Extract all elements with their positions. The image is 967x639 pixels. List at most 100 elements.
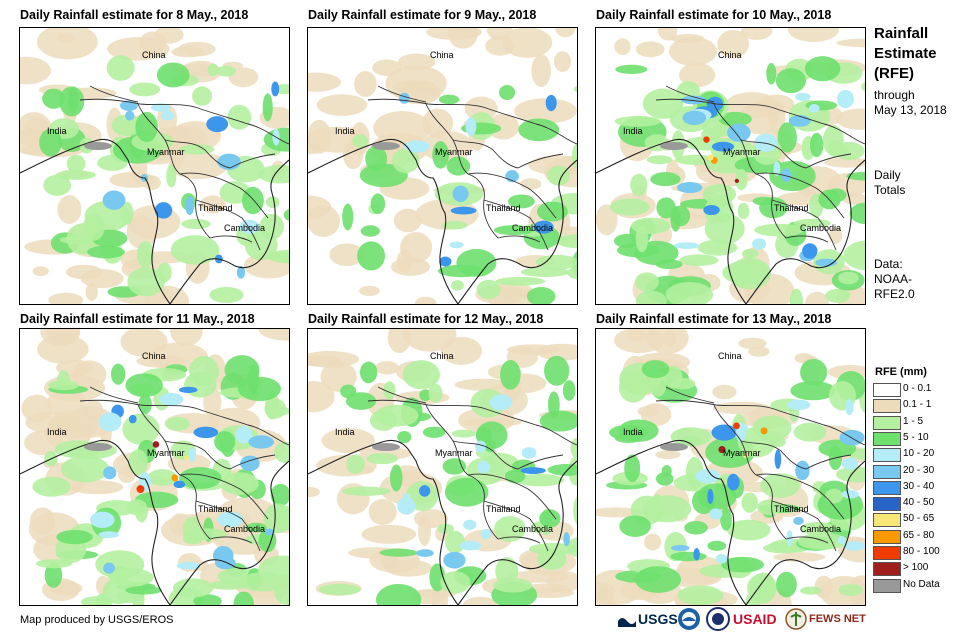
rainfall-patch-moderate bbox=[665, 281, 714, 304]
rainfall-patch-moderate bbox=[760, 473, 800, 498]
rainfall-patch-moderate bbox=[87, 245, 125, 259]
rainfall-patch-moderate bbox=[675, 154, 717, 165]
rainfall-patch-moderate bbox=[518, 118, 560, 142]
rainfall-patch-moderate bbox=[793, 422, 827, 442]
rainfall-patch-moderate bbox=[790, 380, 836, 401]
country-label-cambodia: Cambodia bbox=[512, 524, 554, 534]
rainfall-patch-heavy bbox=[703, 204, 720, 216]
rainfall-hotspot bbox=[718, 445, 726, 454]
rainfall-patch-moderate bbox=[451, 429, 476, 438]
rainfall-patch-moderate bbox=[68, 86, 79, 113]
rainfall-patch-heavy bbox=[693, 548, 700, 561]
rainfall-patch-moderate bbox=[670, 427, 712, 447]
country-border bbox=[483, 199, 549, 251]
map-credit: Map produced by USGS/EROS bbox=[20, 614, 174, 626]
rainfall-patch-moderate bbox=[616, 243, 660, 258]
rainfall-patch-light bbox=[83, 399, 104, 421]
rainfall-patch-moderate bbox=[220, 472, 259, 496]
rainfall-patch-moderate bbox=[360, 225, 380, 237]
panel-title-4: Daily Rainfall estimate for 11 May., 201… bbox=[20, 312, 255, 326]
rainfall-patch-moderate bbox=[126, 499, 147, 516]
country-border bbox=[195, 199, 261, 251]
rainfall-patch-light bbox=[80, 268, 124, 289]
rainfall-patch-moderate bbox=[619, 515, 651, 537]
through-label: through bbox=[874, 88, 915, 102]
rainfall-patch-moderate bbox=[671, 205, 691, 227]
rainfall-patch-moderate bbox=[526, 287, 556, 304]
rainfall-patch-moderate bbox=[43, 174, 72, 196]
rainfall-patch-moderate bbox=[837, 271, 859, 285]
rainfall-patch-moderate bbox=[539, 410, 577, 432]
country-border bbox=[497, 536, 541, 544]
rainfall-patch-moderate bbox=[170, 235, 220, 265]
rainfall-patch-moderate bbox=[573, 496, 577, 525]
rainfall-patch-moderate bbox=[375, 404, 419, 427]
rainfall-patch-light bbox=[555, 28, 576, 38]
rainfall-patch-moderate bbox=[450, 280, 464, 291]
rainfall-patch-heavy bbox=[264, 528, 274, 536]
rainfall-patch-moderate bbox=[804, 56, 841, 82]
rainfall-patch-moderate bbox=[127, 267, 165, 297]
sidebar-title: Rainfall Estimate (RFE) bbox=[874, 24, 937, 84]
rainfall-patch-moderate bbox=[547, 464, 577, 476]
country-border bbox=[79, 98, 289, 145]
panel-title-1: Daily Rainfall estimate for 8 May., 2018 bbox=[20, 8, 249, 22]
rainfall-patch-moderate bbox=[615, 64, 648, 75]
country-label-thailand: Thailand bbox=[774, 504, 809, 514]
rainfall-patch-moderate bbox=[209, 286, 244, 303]
rainfall-patch-moderate bbox=[514, 474, 565, 487]
rainfall-patch-moderate bbox=[39, 128, 62, 157]
legend-label: 5 - 10 bbox=[903, 431, 929, 443]
rainfall-patch-light bbox=[411, 588, 457, 598]
rainfall-patch-moderate bbox=[734, 168, 748, 191]
rainfall-patch-moderate bbox=[56, 529, 93, 545]
rainfall-patch-heavy bbox=[397, 497, 416, 515]
rainfall-patch-heavy bbox=[419, 485, 431, 497]
rainfall-patch-heavy bbox=[727, 473, 740, 491]
noaa-emblem-icon bbox=[678, 608, 700, 630]
rainfall-patch-heavy bbox=[402, 493, 411, 501]
rainfall-map-panel: China India Myanmar Thailand Cambodia bbox=[307, 328, 578, 606]
rainfall-patch-heavy bbox=[416, 549, 434, 557]
rainfall-patch-moderate bbox=[567, 266, 577, 280]
country-label-china: China bbox=[718, 50, 742, 60]
rainfall-patch-heavy bbox=[193, 426, 219, 439]
rainfall-patch-heavy bbox=[173, 480, 186, 489]
rainfall-patch-moderate bbox=[609, 198, 650, 216]
country-label-china: China bbox=[430, 50, 454, 60]
rainfall-patch-heavy bbox=[521, 447, 537, 459]
rainfall-patch-heavy bbox=[563, 532, 570, 547]
rainfall-patch-moderate bbox=[122, 413, 160, 445]
country-border bbox=[665, 85, 715, 103]
rainfall-patch-moderate bbox=[646, 155, 673, 165]
rainfall-patch-moderate bbox=[752, 415, 792, 441]
country-label-thailand: Thailand bbox=[486, 203, 521, 213]
legend-title: RFE (mm) bbox=[875, 366, 927, 378]
sidebar-title-line1: Rainfall bbox=[874, 25, 929, 42]
rainfall-patch-moderate bbox=[178, 467, 222, 489]
rainfall-patch-moderate bbox=[630, 173, 648, 197]
legend-swatch bbox=[873, 497, 901, 512]
usgs-wave-icon bbox=[618, 618, 636, 627]
through-date: May 13, 2018 bbox=[874, 103, 947, 117]
rainfall-patch-heavy bbox=[443, 551, 466, 569]
rainfall-patch-moderate bbox=[825, 288, 851, 303]
rainfall-patch-moderate bbox=[656, 197, 676, 219]
country-border bbox=[805, 153, 852, 169]
rainfall-hotspot bbox=[171, 474, 179, 482]
country-label-india: India bbox=[335, 126, 355, 136]
rainfall-patch-moderate bbox=[843, 240, 865, 271]
rainfall-patch-heavy bbox=[178, 386, 198, 393]
country-border bbox=[229, 153, 276, 169]
country-border bbox=[517, 454, 564, 470]
legend-swatch bbox=[873, 431, 901, 446]
rainfall-patch-moderate bbox=[757, 499, 782, 516]
rainfall-patch-light bbox=[308, 205, 341, 237]
rainfall-patch-light bbox=[107, 37, 170, 61]
rainfall-patch-moderate bbox=[193, 594, 222, 605]
rainfall-map bbox=[596, 329, 865, 605]
no-data-area bbox=[660, 443, 688, 451]
rainfall-patch-light bbox=[20, 56, 51, 85]
rainfall-patch-heavy bbox=[680, 95, 707, 105]
rainfall-patch-moderate bbox=[352, 134, 369, 148]
